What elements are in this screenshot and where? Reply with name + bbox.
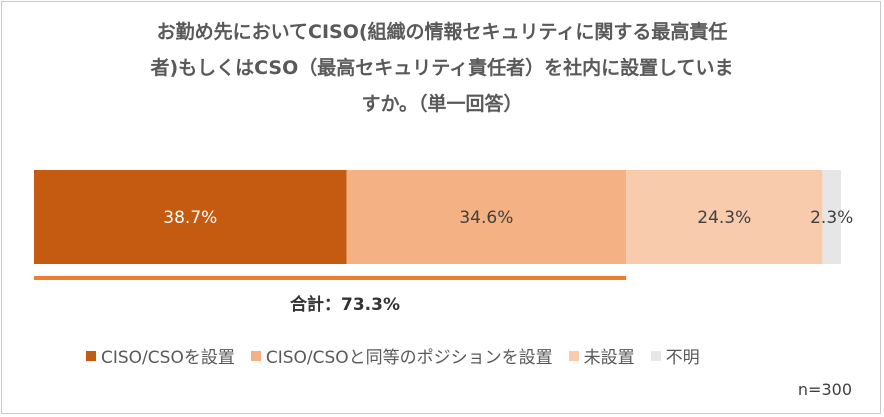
legend-item-3: 未設置 bbox=[568, 343, 635, 368]
legend-label: CISO/CSOと同等のポジションを設置 bbox=[265, 348, 553, 368]
data-label-4: 2.3% bbox=[810, 208, 853, 228]
legend-item-4: 不明 bbox=[650, 343, 700, 368]
legend-label: 未設置 bbox=[583, 348, 635, 368]
title-line-2: 者)もしくはCSO（最高セキュリティ責任者）を社内に設置していま bbox=[150, 57, 734, 79]
legend-label: 不明 bbox=[665, 348, 700, 368]
title-line-3: すか。（単一回答） bbox=[361, 93, 523, 115]
legend-item-1: CISO/CSOを設置 bbox=[86, 343, 235, 368]
legend-swatch bbox=[650, 350, 661, 361]
data-label-1: 38.7% bbox=[163, 208, 217, 228]
chart-title: お勤め先においてCISO(組織の情報セキュリティに関する最高責任 者)もしくはC… bbox=[0, 14, 884, 122]
total-bracket-line bbox=[34, 276, 627, 280]
sample-size-label: n=300 bbox=[797, 380, 852, 399]
legend-swatch bbox=[86, 350, 96, 361]
legend-label: CISO/CSOを設置 bbox=[101, 348, 235, 368]
data-label-3: 24.3% bbox=[697, 208, 751, 228]
data-label-2: 34.6% bbox=[459, 208, 513, 228]
bar-segment-2 bbox=[346, 170, 627, 264]
bar-segment-3 bbox=[626, 170, 823, 264]
bar-segment-4 bbox=[822, 170, 841, 264]
legend-swatch bbox=[568, 350, 579, 361]
title-line-1: お勤め先においてCISO(組織の情報セキュリティに関する最高責任 bbox=[156, 21, 728, 43]
chart-legend: CISO/CSOを設置 CISO/CSOと同等のポジションを設置 未設置 不明 bbox=[86, 343, 716, 368]
bar-segment-1 bbox=[34, 170, 347, 264]
total-label: 合計：73.3% bbox=[290, 294, 400, 315]
legend-item-2: CISO/CSOと同等のポジションを設置 bbox=[250, 343, 553, 368]
legend-swatch bbox=[250, 350, 261, 361]
